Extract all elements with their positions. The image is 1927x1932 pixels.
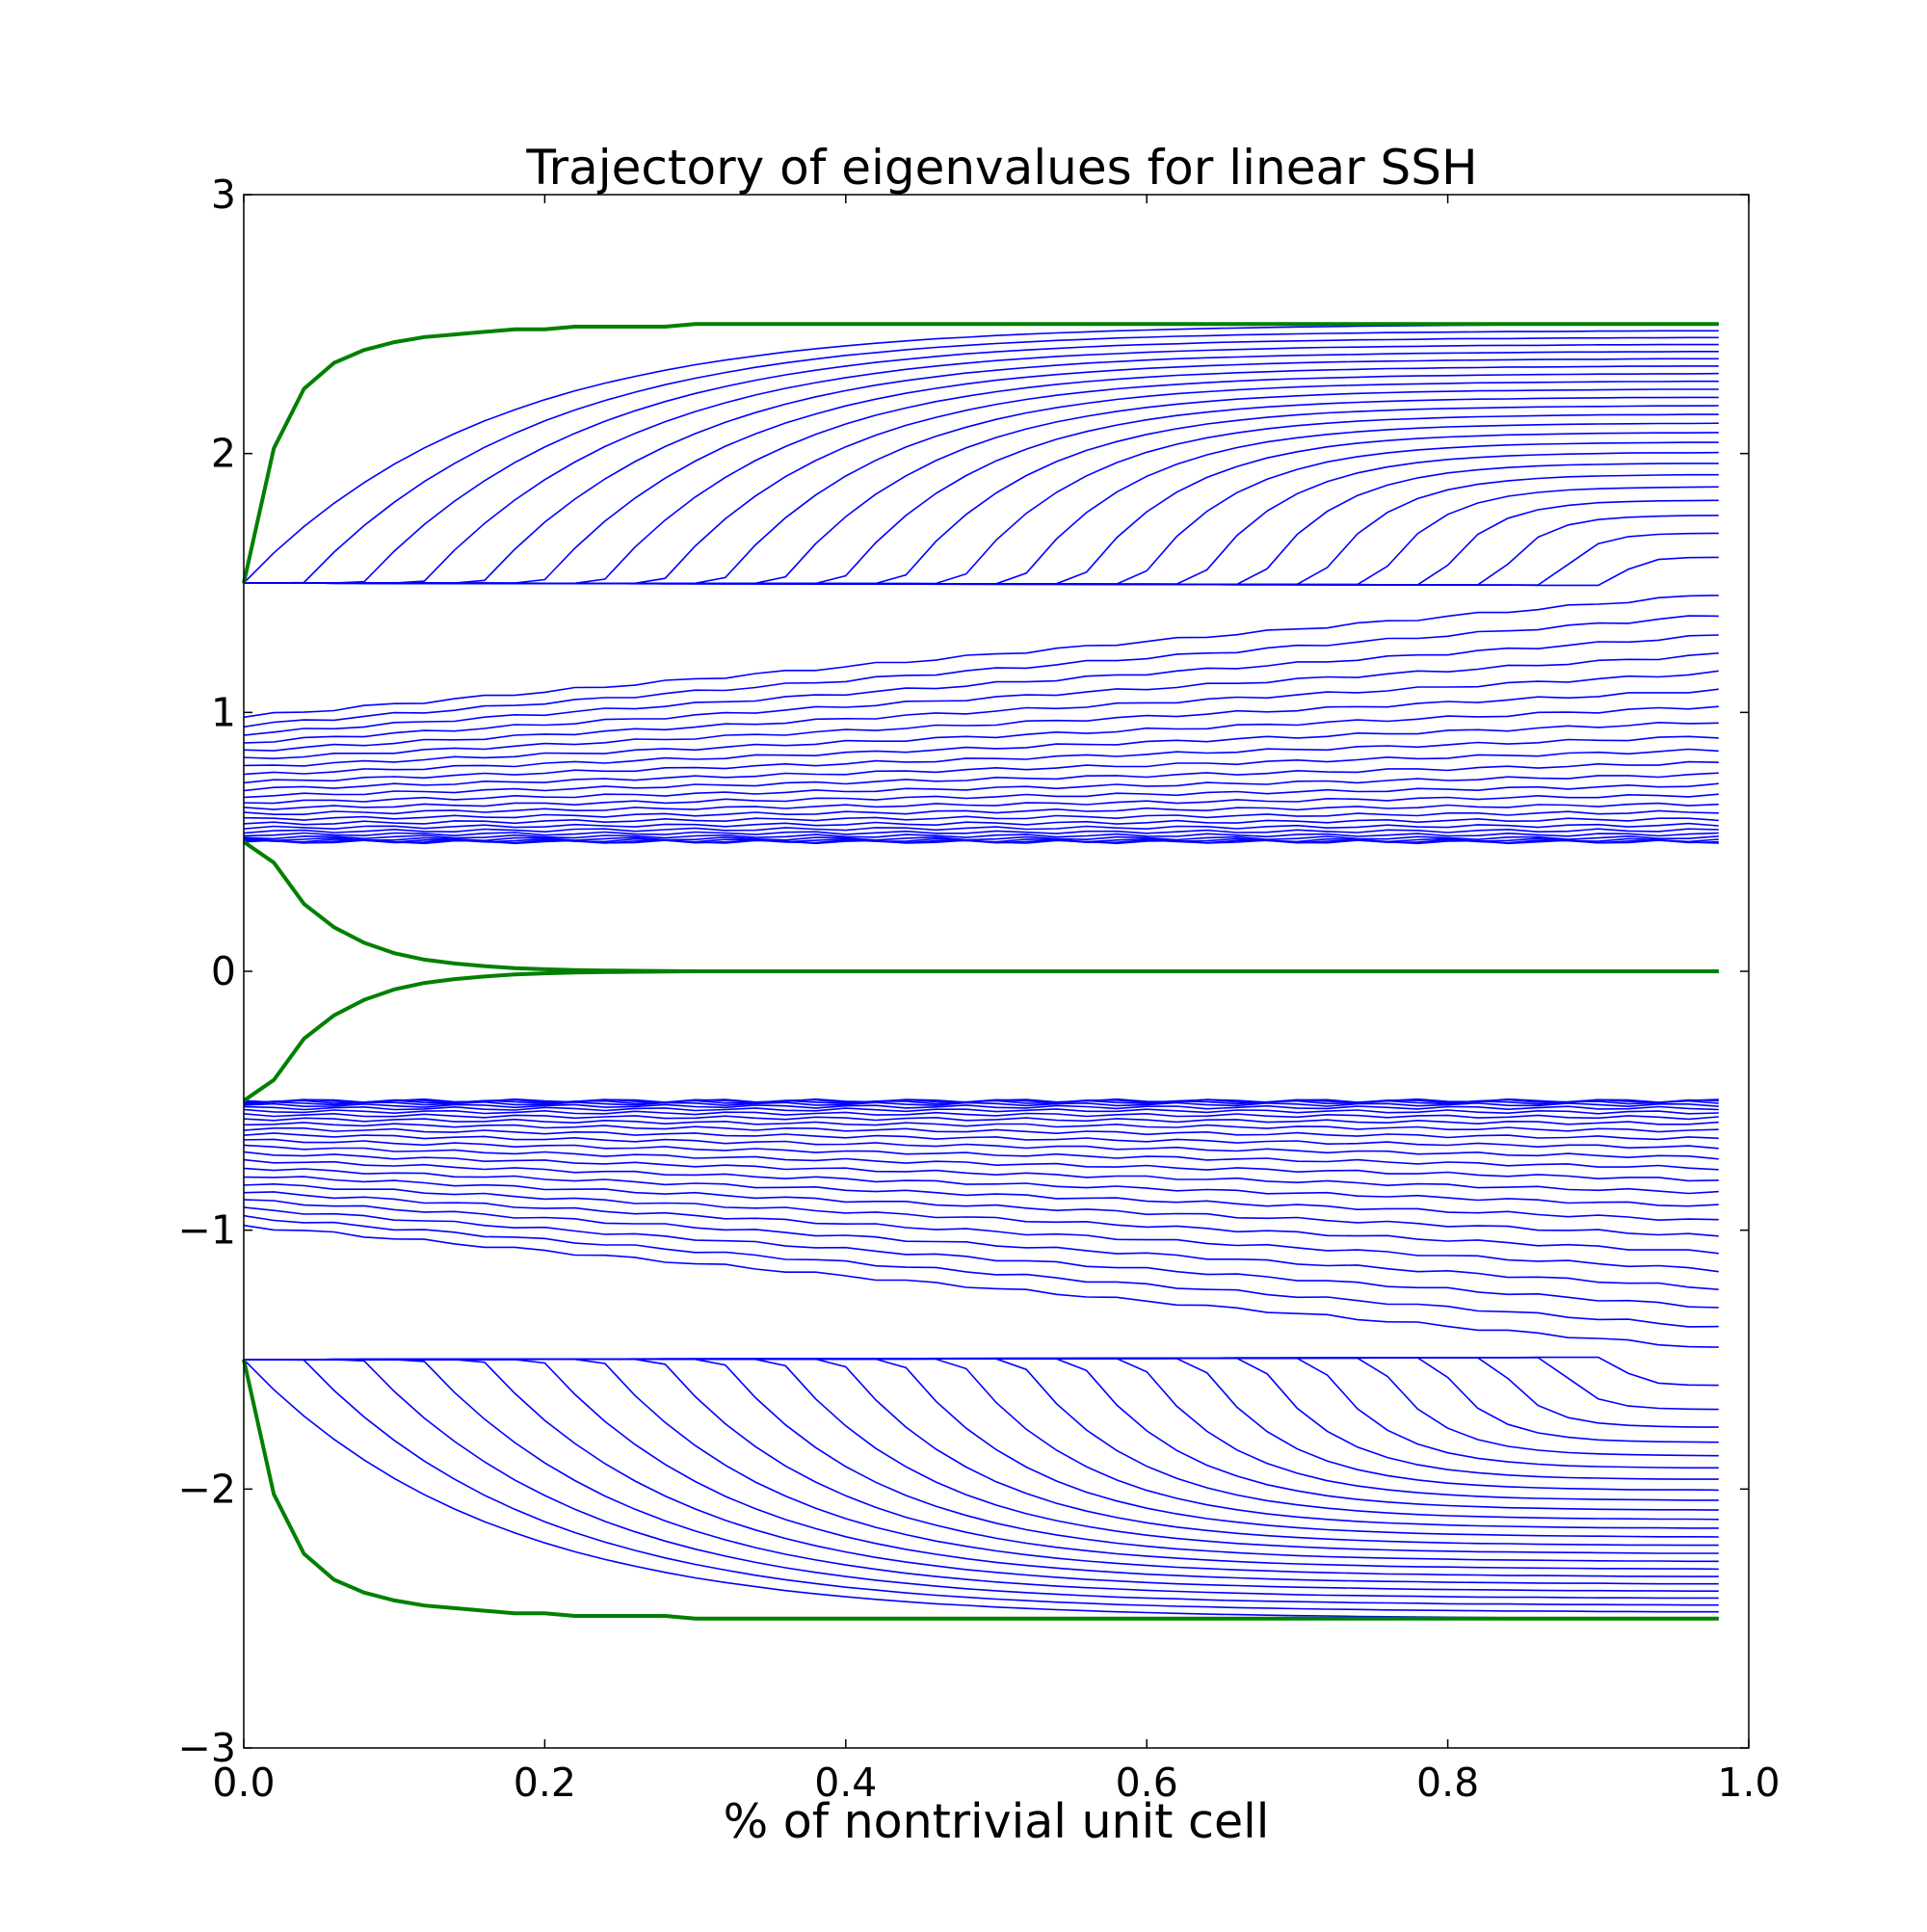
bulk-line-lower-21 xyxy=(243,1206,1719,1309)
bulk-line-upper-10 xyxy=(243,793,1719,815)
bulk-line-lower-43 xyxy=(244,1359,1719,1592)
bulk-line-upper-13 xyxy=(243,760,1719,799)
bulk-line-lower-2 xyxy=(243,1099,1719,1105)
x-axis-label: % of nontrivial unit cell xyxy=(724,1794,1270,1849)
bulk-line-lower-11 xyxy=(243,1132,1719,1160)
bulk-line-lower-4 xyxy=(243,1102,1719,1111)
bulk-line-lower-44 xyxy=(244,1359,1719,1600)
bulk-line-upper-4 xyxy=(243,832,1719,840)
edge-line-2 xyxy=(242,969,1719,1102)
bulk-line-upper-20 xyxy=(243,652,1719,744)
bulk-line-lower-9 xyxy=(243,1122,1719,1141)
bulk-line-upper-15 xyxy=(243,735,1719,784)
bulk-line-upper-11 xyxy=(243,782,1719,810)
bulk-line-upper-16 xyxy=(243,721,1719,776)
axis-ticks: 0.0 0.2 0.4 0.6 0.8 1.0 3 2 1 0 −1 −2 −3 xyxy=(178,172,1781,1806)
y-tick-label: 1 xyxy=(211,689,236,735)
y-tick-label: 3 xyxy=(211,172,236,218)
bulk-line-lower-8 xyxy=(243,1117,1719,1133)
bulk-line-upper-44 xyxy=(244,343,1719,584)
bulk-line-upper-21 xyxy=(243,634,1719,736)
bulk-line-lower-10 xyxy=(243,1127,1719,1150)
bulk-line-upper-6 xyxy=(243,822,1719,834)
bulk-line-upper-45 xyxy=(244,336,1719,584)
bulk-line-upper-22 xyxy=(243,615,1719,728)
bulk-line-upper-14 xyxy=(243,748,1719,792)
x-tick-label: 0.8 xyxy=(1416,1760,1479,1806)
bulk-line-upper-2 xyxy=(243,837,1719,843)
bulk-line-lower-16 xyxy=(243,1167,1719,1222)
bulk-line-lower-23 xyxy=(243,1224,1719,1348)
bulk-line-upper-7 xyxy=(243,817,1719,831)
bulk-line-lower-45 xyxy=(244,1359,1719,1606)
y-tick-label: 0 xyxy=(211,948,236,994)
bulk-line-lower-42 xyxy=(244,1359,1719,1585)
y-tick-label: 2 xyxy=(211,431,236,477)
bulk-line-upper-18 xyxy=(243,688,1719,760)
y-tick-label: −3 xyxy=(178,1725,236,1771)
bulk-line-upper-3 xyxy=(243,834,1719,842)
bulk-line-lower-13 xyxy=(243,1144,1719,1182)
bulk-line-lower-3 xyxy=(243,1100,1719,1108)
x-tick-label: 0.0 xyxy=(212,1760,275,1806)
x-tick-label: 0.6 xyxy=(1116,1760,1178,1806)
bulk-line-lower-12 xyxy=(243,1138,1719,1171)
bulk-line-upper-43 xyxy=(244,351,1719,584)
bulk-line-lower-14 xyxy=(243,1151,1719,1195)
bulk-line-lower-7 xyxy=(243,1112,1719,1125)
bulk-line-lower-18 xyxy=(243,1182,1719,1255)
plot-frame xyxy=(243,194,1750,1749)
chart-title: Trajectory of eigenvalues for linear SSH xyxy=(525,140,1477,196)
bulk-line-lower-17 xyxy=(243,1176,1719,1237)
bulk-line-upper-46 xyxy=(244,330,1719,584)
edge-line-3 xyxy=(242,1359,1719,1621)
bulk-line-upper-23 xyxy=(243,595,1719,719)
x-tick-label: 1.0 xyxy=(1717,1760,1780,1806)
bulk-line-upper-19 xyxy=(243,670,1719,752)
y-tick-label: −2 xyxy=(178,1466,236,1512)
bulk-line-lower-22 xyxy=(243,1214,1719,1328)
edge-eigenvalue-lines xyxy=(242,322,1719,1621)
y-tick-label: −1 xyxy=(178,1207,236,1254)
bulk-line-lower-19 xyxy=(243,1191,1719,1273)
x-tick-label: 0.2 xyxy=(514,1760,576,1806)
bulk-line-upper-42 xyxy=(244,357,1719,584)
bulk-line-upper-8 xyxy=(243,809,1719,826)
bulk-line-upper-17 xyxy=(243,705,1719,767)
bulk-line-lower-15 xyxy=(243,1158,1719,1207)
bulk-line-lower-20 xyxy=(243,1199,1719,1290)
bulk-line-upper-9 xyxy=(243,802,1719,821)
bulk-line-upper-12 xyxy=(243,772,1719,805)
bulk-line-lower-46 xyxy=(244,1359,1719,1613)
edge-line-0 xyxy=(242,322,1719,584)
bulk-line-lower-5 xyxy=(243,1105,1719,1115)
bulk-line-upper-5 xyxy=(243,828,1719,837)
bulk-line-lower-6 xyxy=(243,1108,1719,1121)
x-tick-label: 0.4 xyxy=(814,1760,877,1806)
